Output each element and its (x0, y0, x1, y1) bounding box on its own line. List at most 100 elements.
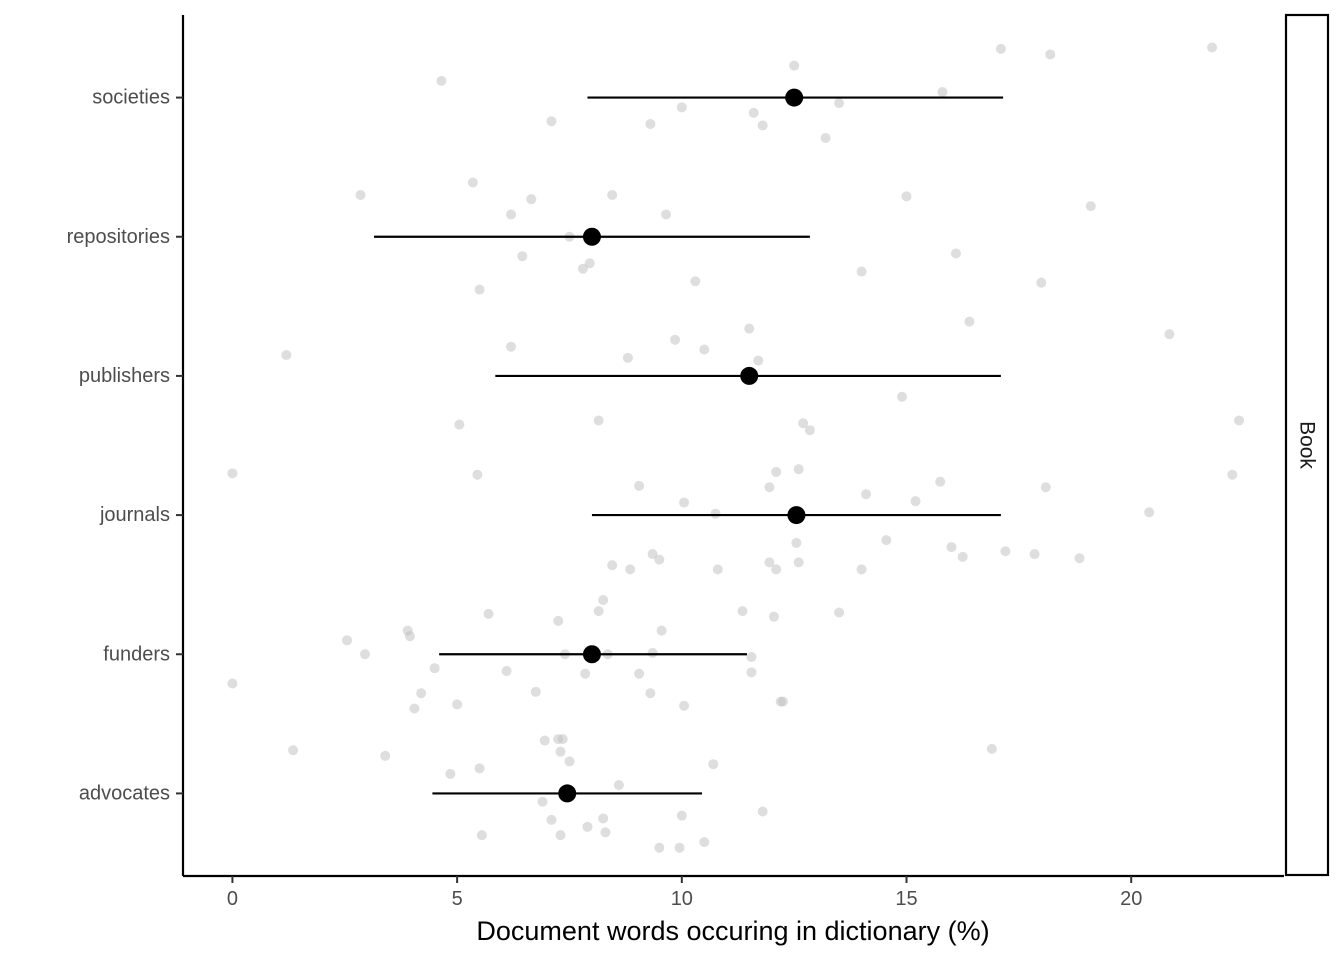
data-point-journals-59 (791, 537, 802, 548)
data-point-journals-64 (647, 549, 658, 560)
data-point-advocates-125 (555, 830, 566, 841)
data-point-advocates-111 (986, 743, 997, 754)
data-point-publishers-37 (622, 352, 633, 363)
data-point-advocates-112 (564, 756, 575, 767)
mean-point-repositories (582, 227, 601, 246)
data-point-advocates-118 (757, 806, 768, 817)
data-point-journals-48 (793, 464, 804, 475)
data-point-repositories-15 (607, 190, 618, 200)
data-point-journals-65 (654, 554, 665, 565)
data-point-repositories-23 (584, 258, 595, 269)
data-point-repositories-17 (1085, 201, 1096, 212)
data-point-advocates-128 (674, 842, 685, 853)
data-point-journals-60 (881, 535, 892, 546)
data-point-journals-66 (764, 557, 775, 568)
data-point-journals-55 (679, 497, 690, 508)
data-point-advocates-127 (654, 842, 665, 853)
data-point-journals-50 (935, 476, 946, 487)
data-point-advocates-108 (288, 745, 299, 756)
data-point-publishers-38 (753, 355, 764, 366)
data-point-publishers-33 (670, 334, 681, 345)
data-point-funders-90 (746, 652, 757, 663)
x-tick-label-15: 15 (895, 888, 917, 910)
data-point-publishers-35 (699, 344, 710, 355)
data-point-advocates-123 (600, 827, 611, 838)
data-point-publishers-34 (506, 341, 517, 352)
mean-point-societies (785, 88, 804, 107)
data-point-journals-68 (957, 551, 968, 562)
data-point-journals-72 (712, 564, 723, 575)
data-point-societies-4 (436, 75, 447, 86)
data-point-publishers-44 (1234, 415, 1245, 426)
data-point-advocates-106 (557, 734, 568, 745)
data-point-repositories-20 (661, 209, 672, 220)
data-point-repositories-26 (856, 266, 867, 277)
data-point-journals-54 (861, 489, 872, 500)
x-tick-label-20: 20 (1120, 888, 1142, 910)
data-point-societies-11 (757, 120, 768, 131)
data-point-funders-104 (679, 700, 690, 711)
data-point-repositories-25 (950, 248, 961, 259)
data-point-funders-91 (429, 663, 440, 674)
data-point-funders-98 (530, 686, 541, 697)
mean-point-funders (582, 645, 601, 664)
data-point-funders-97 (416, 688, 427, 699)
data-point-journals-61 (946, 542, 957, 553)
data-point-advocates-120 (546, 814, 557, 825)
data-point-societies-12 (820, 132, 831, 143)
data-point-funders-86 (360, 649, 371, 660)
data-point-publishers-40 (454, 419, 465, 430)
data-point-advocates-117 (537, 796, 548, 807)
data-point-funders-101 (777, 696, 788, 707)
data-point-publishers-43 (804, 425, 815, 436)
x-tick-label-0: 0 (227, 888, 238, 910)
y-tick-label-funders: funders (103, 643, 170, 665)
data-point-funders-78 (737, 606, 748, 617)
data-point-societies-6 (834, 98, 845, 109)
data-point-funders-81 (553, 615, 564, 626)
data-point-societies-0 (995, 43, 1006, 54)
data-point-journals-47 (771, 466, 782, 477)
data-point-advocates-116 (613, 780, 624, 791)
data-point-journals-51 (634, 480, 645, 491)
data-point-repositories-28 (1036, 277, 1047, 288)
data-point-societies-10 (645, 119, 656, 130)
data-point-funders-96 (227, 678, 238, 689)
mean-point-advocates (558, 784, 577, 803)
data-point-repositories-22 (517, 251, 528, 262)
y-tick-label-societies: societies (92, 87, 170, 109)
data-point-funders-75 (598, 594, 609, 605)
data-point-funders-80 (768, 611, 779, 622)
mean-point-journals (787, 506, 806, 525)
data-point-journals-63 (1029, 549, 1040, 560)
facet-strip-label: Book (1295, 421, 1318, 469)
data-point-societies-5 (937, 87, 948, 98)
data-point-advocates-107 (539, 735, 550, 746)
x-axis-title: Document words occuring in dictionary (%… (476, 916, 989, 946)
data-point-funders-83 (404, 631, 415, 642)
x-axis-ticks: 0 5 10 15 20 (227, 876, 1142, 910)
data-point-societies-7 (676, 102, 687, 113)
summary-intervals (373, 88, 1004, 803)
data-point-journals-70 (607, 560, 618, 571)
data-point-funders-76 (483, 608, 494, 619)
data-point-repositories-14 (467, 177, 478, 188)
data-point-funders-103 (452, 699, 463, 710)
data-point-journals-73 (771, 564, 782, 575)
data-point-journals-67 (793, 557, 804, 568)
data-point-societies-1 (1045, 49, 1056, 60)
data-point-journals-57 (710, 508, 721, 519)
data-point-advocates-121 (598, 813, 609, 824)
data-point-repositories-29 (474, 284, 485, 295)
y-tick-label-repositories: repositories (67, 226, 170, 248)
y-tick-label-publishers: publishers (79, 365, 170, 387)
data-point-advocates-124 (476, 830, 487, 841)
data-point-societies-8 (748, 107, 759, 118)
data-point-funders-84 (656, 625, 667, 636)
mean-point-publishers (740, 366, 759, 385)
data-point-funders-77 (593, 606, 604, 617)
facet-strip (1284, 13, 1330, 877)
data-point-advocates-113 (474, 763, 485, 774)
